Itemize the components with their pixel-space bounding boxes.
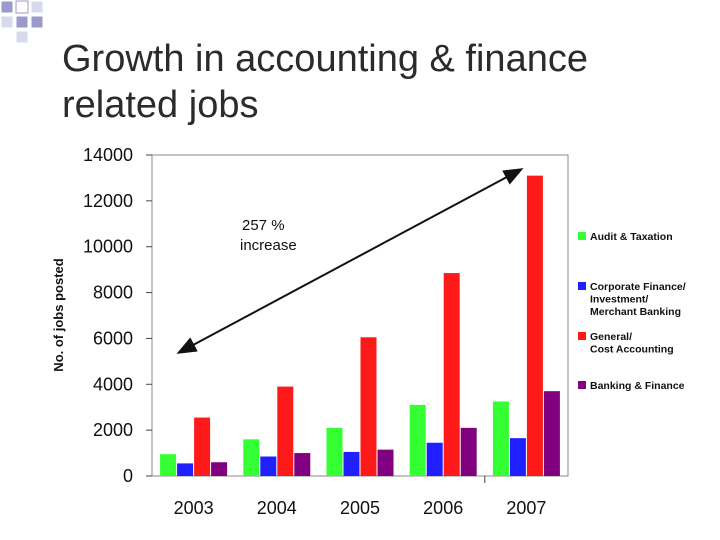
bars (160, 175, 560, 476)
plot-frame (151, 154, 569, 477)
legend-label: Banking & Finance (590, 380, 685, 392)
bar (543, 391, 560, 476)
x-tick-label: 2003 (174, 498, 214, 518)
legend-label: Audit & Taxation (590, 231, 673, 243)
bar (277, 386, 294, 476)
y-axis-title: No. of jobs posted (51, 258, 66, 371)
slide-title-line-2: related jobs (62, 84, 259, 126)
y-tick-label: 4000 (93, 374, 133, 394)
legend-label: Corporate Finance/Investment/Merchant Ba… (590, 281, 686, 318)
bar (211, 462, 228, 476)
y-axis-ticks: 0 2000 4000 6000 8000 10000 12000 14000 (83, 145, 152, 486)
x-tick-label: 2004 (257, 498, 297, 518)
slide-title: Growth in accounting & finance related j… (62, 36, 702, 128)
legend-swatch (578, 282, 586, 290)
x-axis-ticks: 2003 2004 2005 2006 2007 (174, 476, 546, 518)
bar (526, 175, 543, 476)
y-tick-label: 12000 (83, 191, 133, 211)
annotation: 257 % increase (176, 168, 524, 354)
slide-corner-decoration (0, 0, 44, 44)
slide-title-line-1: Growth in accounting & finance (62, 38, 588, 80)
bar (194, 417, 211, 476)
bar (360, 337, 377, 476)
bar (326, 427, 343, 476)
x-tick-label: 2006 (423, 498, 463, 518)
bar (443, 273, 460, 476)
bar (243, 439, 260, 476)
y-tick-label: 6000 (93, 328, 133, 348)
bar (343, 451, 360, 476)
bar (160, 454, 177, 476)
growth-arrow (176, 168, 524, 354)
y-tick-label: 10000 (83, 237, 133, 257)
legend: Audit & Taxation Corporate Finance/Invest… (578, 231, 686, 392)
bar (460, 427, 477, 476)
x-tick-label: 2007 (506, 498, 546, 518)
bar (177, 463, 194, 476)
y-tick-label: 8000 (93, 283, 133, 303)
x-tick-label: 2005 (340, 498, 380, 518)
annotation-text-line-2: increase (240, 237, 297, 254)
bar (377, 449, 394, 476)
legend-label: General/Cost Accounting (590, 331, 674, 356)
legend-swatch (578, 232, 586, 240)
bar (426, 442, 443, 476)
y-tick-label: 14000 (83, 145, 133, 165)
bar (492, 401, 509, 476)
y-tick-label: 0 (123, 466, 133, 486)
bar (260, 456, 277, 476)
y-tick-label: 2000 (93, 420, 133, 440)
bar (509, 438, 526, 476)
bar (409, 404, 426, 476)
annotation-text-line-1: 257 % (242, 217, 285, 234)
plot-area (151, 154, 569, 477)
bar (294, 453, 311, 476)
legend-swatch (578, 381, 586, 389)
legend-swatch (578, 332, 586, 340)
